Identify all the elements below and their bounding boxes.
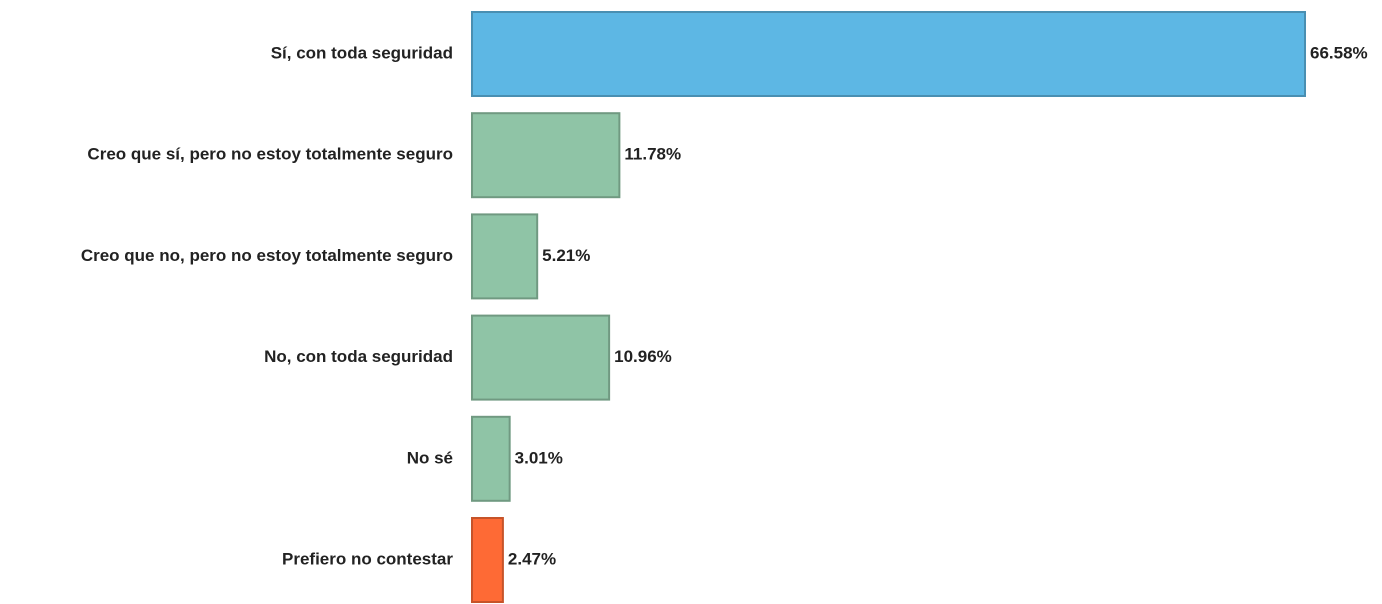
bar	[471, 415, 511, 502]
category-label: No, con toda seguridad	[264, 347, 453, 366]
bar	[471, 11, 1306, 97]
bar	[471, 517, 504, 603]
category-label: Creo que sí, pero no estoy totalmente se…	[87, 145, 453, 164]
value-label: 66.58%	[1310, 43, 1368, 62]
value-label: 5.21%	[542, 246, 590, 265]
category-label: No sé	[407, 448, 453, 467]
category-label: Sí, con toda seguridad	[271, 43, 453, 62]
value-label: 2.47%	[508, 549, 556, 568]
value-label: 10.96%	[614, 347, 672, 366]
bar	[471, 112, 621, 199]
bar	[471, 314, 611, 401]
category-label: Creo que no, pero no estoy totalmente se…	[81, 246, 453, 265]
value-label: 3.01%	[515, 448, 563, 467]
category-label: Prefiero no contestar	[282, 549, 453, 568]
bar	[471, 213, 539, 300]
value-label: 11.78%	[624, 145, 681, 164]
